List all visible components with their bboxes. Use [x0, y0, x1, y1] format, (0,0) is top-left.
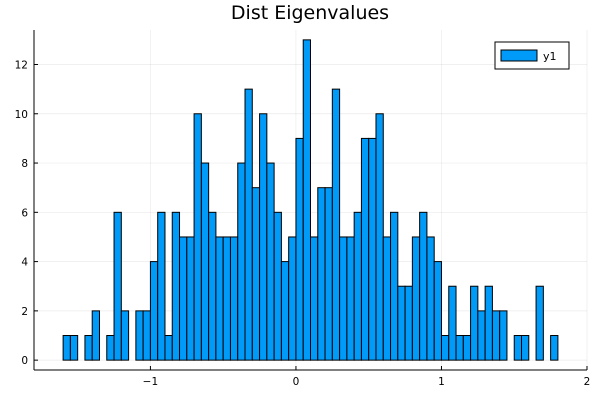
- histogram-bar: [521, 335, 530, 361]
- legend-entry-y1: y1: [543, 50, 557, 63]
- histogram-bar: [200, 162, 210, 361]
- histogram-bar: [455, 335, 464, 361]
- histogram-bar: [491, 310, 501, 361]
- histogram-bars: [62, 39, 559, 361]
- histogram-bar: [353, 211, 362, 361]
- histogram-bar: [477, 310, 486, 361]
- histogram-bar: [411, 236, 421, 361]
- histogram-bar: [69, 335, 79, 361]
- histogram-bar: [397, 285, 406, 361]
- histogram-bar: [499, 310, 508, 361]
- histogram-bar: [244, 88, 253, 361]
- histogram-bar: [419, 211, 428, 361]
- histogram-bar: [339, 236, 348, 361]
- histogram-bar: [433, 261, 442, 361]
- histogram-bar: [550, 335, 559, 361]
- x-tick-label: 0: [293, 376, 300, 388]
- histogram-bar: [535, 285, 544, 361]
- histogram-bar: [346, 236, 355, 361]
- histogram-bar: [295, 137, 304, 361]
- x-tick-label: −1: [143, 376, 158, 388]
- histogram-bar: [331, 88, 341, 361]
- histogram-bar: [251, 187, 261, 361]
- histogram-bar: [91, 310, 100, 361]
- histogram-bar: [106, 335, 115, 361]
- histogram-bar: [120, 310, 130, 361]
- axes: [33, 30, 587, 371]
- histogram-bar: [186, 236, 195, 361]
- histogram-bar: [273, 211, 282, 361]
- histogram-bar: [171, 211, 181, 361]
- x-tick-label: 1: [438, 376, 445, 388]
- y-tick-label: 0: [21, 355, 28, 367]
- histogram-bar: [164, 335, 173, 361]
- histogram-bar: [375, 113, 384, 361]
- x-tick-label: 2: [584, 376, 591, 388]
- legend: y1: [494, 41, 570, 70]
- histogram-bar: [317, 187, 326, 361]
- histogram-bar: [142, 310, 151, 361]
- chart-title: Dist Eigenvalues: [231, 2, 389, 24]
- histogram-bar: [324, 187, 333, 361]
- y-ticks: 0 2 4 6 8 10 12: [15, 59, 38, 367]
- histogram-bar: [288, 236, 297, 361]
- histogram-bar: [390, 211, 399, 361]
- histogram-bar: [448, 285, 457, 361]
- histogram-bar: [513, 335, 523, 361]
- histogram-bar: [266, 162, 275, 361]
- histogram-bar: [484, 285, 493, 361]
- histogram-bar: [462, 335, 472, 361]
- histogram-bar: [426, 236, 435, 361]
- histogram-bar: [113, 211, 122, 361]
- y-tick-label: 4: [21, 257, 28, 269]
- histogram-bar: [229, 236, 239, 361]
- histogram-bar: [135, 310, 144, 361]
- y-tick-label: 2: [21, 306, 28, 318]
- histogram-bar: [360, 137, 370, 361]
- y-tick-label: 8: [21, 158, 28, 170]
- histogram-bar: [157, 211, 166, 361]
- y-tick-label: 10: [15, 109, 28, 121]
- legend-swatch: [500, 49, 538, 62]
- histogram-bar: [470, 285, 479, 361]
- histogram-bar: [382, 236, 392, 361]
- histogram-bar: [193, 113, 202, 361]
- histogram-bar: [215, 236, 224, 361]
- histogram-bar: [84, 335, 93, 361]
- histogram-bar: [208, 211, 217, 361]
- y-tick-label: 12: [15, 59, 28, 71]
- y-tick-label: 6: [21, 207, 28, 219]
- histogram-bar: [179, 236, 188, 361]
- histogram-bar: [440, 335, 450, 361]
- histogram-bar: [368, 137, 377, 361]
- histogram-bar: [222, 236, 231, 361]
- x-ticks: −1 0 1 2: [143, 366, 591, 388]
- histogram-bar: [149, 261, 159, 361]
- histogram-bar: [62, 335, 71, 361]
- histogram-bar: [237, 162, 246, 361]
- histogram-bar: [259, 113, 268, 361]
- histogram-bar: [404, 285, 413, 361]
- histogram-bar: [302, 39, 312, 361]
- histogram-bar: [310, 236, 319, 361]
- histogram-bar: [280, 261, 290, 361]
